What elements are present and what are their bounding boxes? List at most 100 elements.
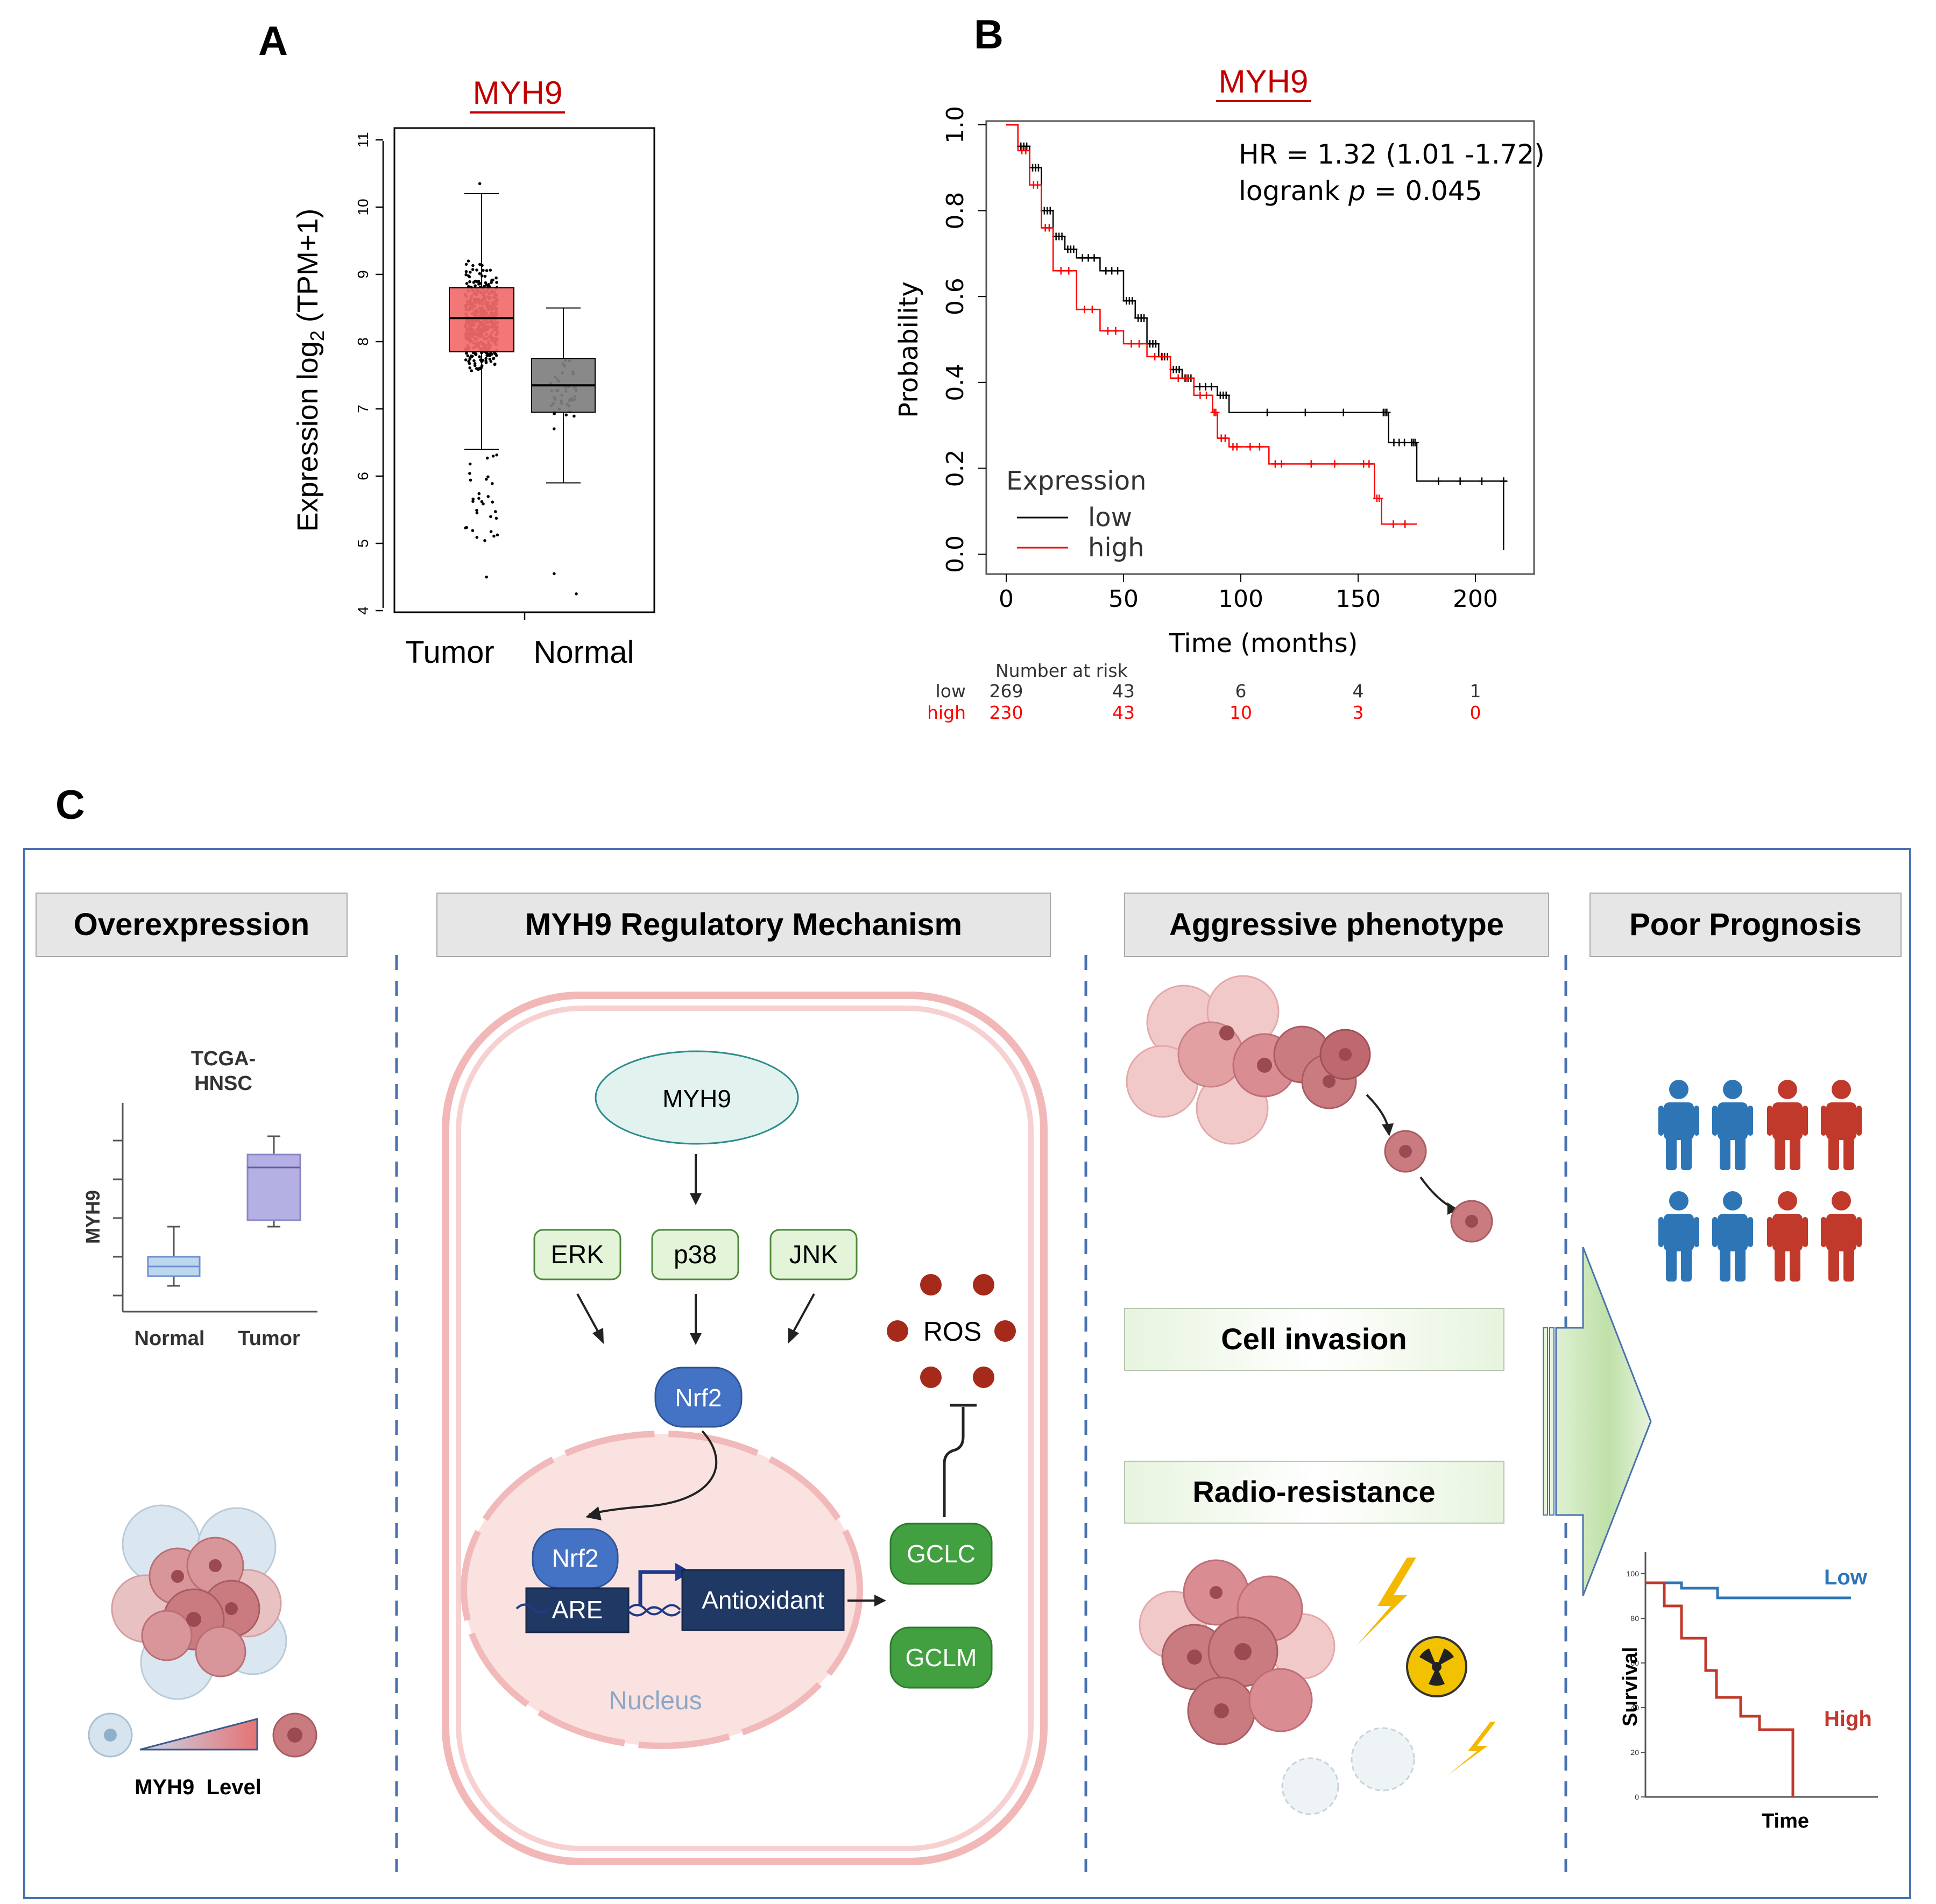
erk-node [533,1229,621,1280]
panel-b-censor-mark [1046,207,1054,215]
arrow-jnk-nrf2 [792,1293,815,1334]
gclc-label: GCLC [907,1540,976,1568]
panel-a-point [488,357,492,361]
ros-cluster: ROS [887,1274,1016,1388]
panel-b-y-tick-label: 0.4 [942,364,969,401]
cell-membrane-outer [442,992,1048,1865]
panel-a-point [478,282,482,285]
panel-b-x-tick-label: 0 [999,585,1014,613]
panel-b-risk-high-value: 10 [1230,702,1252,723]
panel-b-legend-low: low [1088,502,1132,533]
dna-strand-b [627,1604,681,1616]
p38-node [651,1229,739,1280]
cell-membrane-inner [456,1006,1034,1851]
dna-strand-a [515,1603,550,1614]
panel-a-y-label: Expression log2 (TPM+1) [292,209,328,532]
panel-a-point [478,272,482,275]
panel-a-point [471,264,475,267]
nrf2-nuclear-label: Nrf2 [552,1544,599,1572]
panel-b-y-tick-label: 0.2 [942,449,969,487]
panel-a-point [475,536,479,539]
panel-a-point [495,281,498,284]
panel-a-point [468,366,471,370]
panel-b-censor-mark [1212,408,1220,416]
panel-b-risk-low-value: 4 [1353,681,1364,702]
panel-a-point [486,495,490,498]
panel-a-point [477,497,481,500]
panel-b-logrank-p: p [1348,175,1366,207]
panel-a-y-tick-label: 11 [355,132,371,147]
panel-b-logrank-suffix: = 0.045 [1366,175,1482,207]
panel-a-point [553,572,556,576]
panel-a-point [493,351,496,355]
panel-b-censor-mark [1080,306,1089,314]
panel-a-point [482,268,485,272]
panel-b-y-tick-label: 1.0 [942,106,969,144]
panel-b-censor-mark [1207,383,1216,391]
panel-b-censor-mark [1500,477,1508,485]
header-prognosis: Poor Prognosis [1629,907,1862,942]
panel-a-point [478,182,482,186]
panel-a-y-tick-label: 6 [355,472,371,480]
panel-a-boxes [449,193,596,484]
panel-b-censor-mark [1246,443,1254,451]
panel-b-censor-mark [1383,408,1391,416]
mini-surv-y-tick-label: 60 [1630,1659,1639,1667]
panel-b-censor-mark [1263,408,1271,416]
panel-b-plot-frame [985,120,1535,575]
person-red-icon [1767,1191,1808,1282]
panel-a-point [471,529,475,532]
panel-b-censor-mark [1151,339,1160,348]
panel-b-hr-text: HR = 1.32 (1.01 -1.72) [1239,139,1545,170]
panel-b-censor-mark [1174,374,1182,382]
panel-a-point [464,273,468,277]
panel-b-censor-mark [1233,443,1241,451]
jnk-node [769,1229,858,1280]
panel-b-censor-mark [1065,267,1073,275]
header-box-prognosis [1589,893,1902,957]
panel-a-point [494,516,498,520]
mini-surv-y-tick-label: 0 [1635,1793,1639,1801]
panel-b-censor-mark [1151,352,1159,360]
panel-b-y-tick-label: 0.8 [942,192,969,230]
header-box-overexpression [36,893,348,957]
panel-a-point [553,412,556,415]
person-blue-icon [1712,1080,1753,1170]
gclm-label: GCLM [906,1644,977,1672]
lightning-icon [1356,1558,1416,1646]
panel-a-y-ticks: 4 5 6 7 8 9 10 11 [355,132,383,615]
panel-a-plot-frame [393,127,655,613]
panel-b-censor-mark [1277,460,1285,468]
panel-a-point [477,492,481,496]
panel-a-point [464,358,468,362]
gclc-inhibits-ros [943,1407,965,1517]
panel-a-point [489,268,492,272]
panel-a-point [573,414,576,418]
panel-a-y-tick-label: 9 [355,270,371,279]
panel-a-point [475,367,478,370]
panel-a-y-tick-label: 8 [355,337,371,346]
mini-box-group-normal: Normal [135,1327,205,1350]
panel-b-censor-mark [1255,443,1263,451]
panel-a-point [471,500,475,503]
panel-a-point [484,357,487,360]
panel-b-censor-mark [1158,352,1167,360]
jnk-label: JNK [789,1241,838,1269]
panel-a-point [471,497,475,501]
panel-a-point [478,263,482,266]
dying-cell-1 [1281,1757,1339,1815]
panel-b-censor-mark [1339,408,1347,416]
panel-b-x-tick-label: 50 [1108,585,1139,613]
mini-surv-low-label: Low [1824,1566,1868,1589]
panel-a-point [475,268,478,272]
panel-b-x-label: Time (months) [1169,628,1358,659]
panel-b: B MYH9 0.00.20.40.60.81.0 0 50 100 150 200 P… [894,12,1545,723]
panel-a-point [468,280,471,284]
panel-a-point [553,427,556,430]
mini-box-y-label: MYH9 [82,1190,104,1244]
panel-b-legend-title: Expression [1006,466,1147,496]
ros-label: ROS [923,1316,981,1347]
antioxidant-node [681,1569,845,1631]
panel-b-risk-high-value: 230 [990,702,1023,723]
panel-a-point [464,526,467,529]
